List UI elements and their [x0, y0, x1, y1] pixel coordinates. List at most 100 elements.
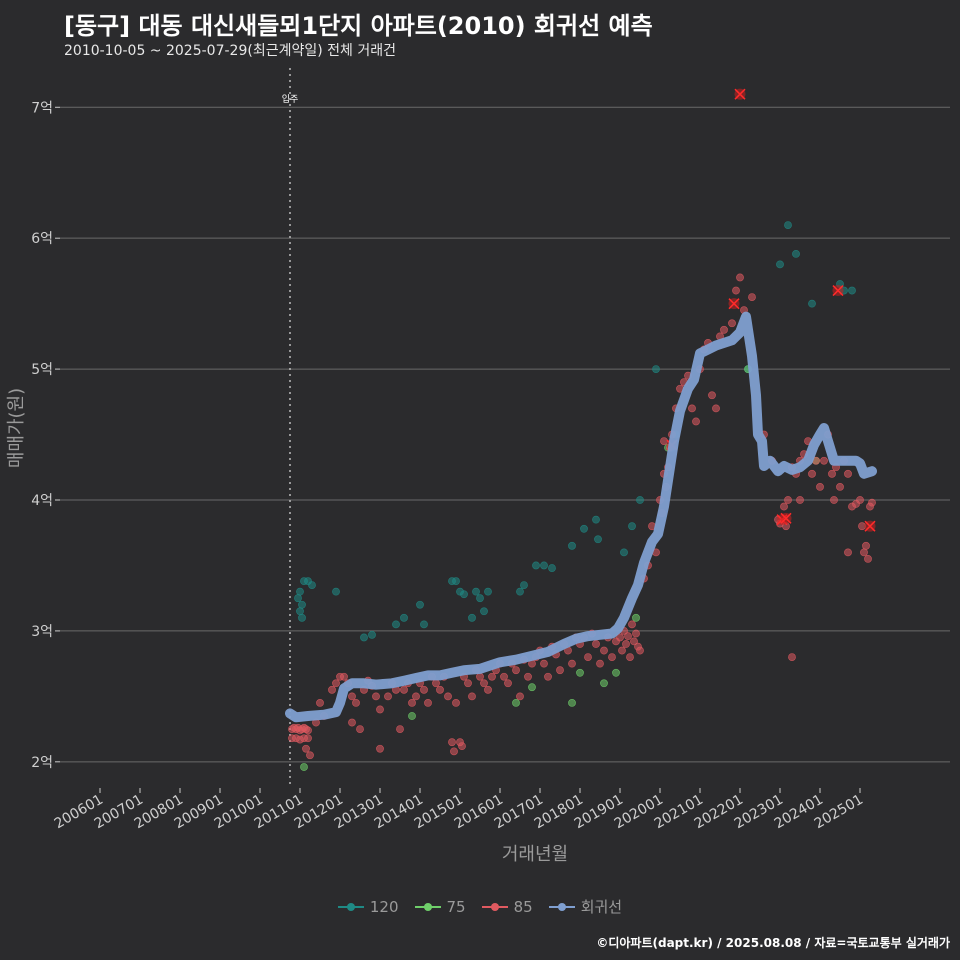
data-point-85[interactable] [384, 692, 392, 701]
data-point-120[interactable] [620, 548, 628, 557]
data-point-120[interactable] [416, 600, 424, 609]
data-point-85[interactable] [660, 437, 668, 445]
data-point-75[interactable] [408, 712, 416, 720]
data-point-75[interactable] [600, 679, 608, 688]
data-point-120[interactable] [520, 581, 528, 589]
data-point-120[interactable] [652, 365, 660, 373]
data-point-85[interactable] [720, 325, 728, 334]
data-point-85[interactable] [732, 286, 740, 295]
data-point-120[interactable] [484, 587, 492, 596]
data-point-85[interactable] [376, 744, 384, 753]
data-point-85[interactable] [400, 685, 408, 694]
data-point-120[interactable] [296, 607, 304, 616]
data-point-85[interactable] [348, 692, 356, 701]
data-point-75[interactable] [632, 613, 640, 622]
data-point-85[interactable] [544, 672, 552, 681]
legend-item-regression[interactable]: 회귀선 [548, 896, 622, 917]
data-point-120[interactable] [298, 613, 306, 622]
data-point-120[interactable] [776, 260, 784, 269]
data-point-85[interactable] [484, 685, 492, 694]
data-point-85[interactable] [816, 483, 824, 491]
data-point-85[interactable] [868, 498, 876, 507]
data-point-85[interactable] [844, 469, 852, 478]
legend-item-120[interactable]: 120 [337, 898, 399, 916]
data-point-85[interactable] [636, 646, 644, 655]
data-point-85[interactable] [302, 744, 310, 753]
data-point-85[interactable] [592, 640, 600, 648]
data-point-85[interactable] [412, 692, 420, 701]
data-point-120[interactable] [332, 587, 340, 596]
data-point-85[interactable] [396, 725, 404, 733]
data-point-120[interactable] [360, 633, 368, 642]
data-point-85[interactable] [836, 483, 844, 491]
data-point-85[interactable] [622, 640, 630, 648]
data-point-120[interactable] [472, 587, 480, 596]
data-point-85[interactable] [316, 699, 324, 707]
data-point-75[interactable] [576, 668, 584, 677]
data-point-120[interactable] [392, 620, 400, 629]
data-point-85[interactable] [596, 659, 604, 668]
data-point-120[interactable] [476, 594, 484, 603]
data-point-120[interactable] [592, 515, 600, 524]
data-point-85[interactable] [608, 653, 616, 661]
data-point-120[interactable] [294, 594, 302, 603]
data-point-85[interactable] [808, 469, 816, 478]
data-point-85[interactable] [624, 632, 632, 641]
legend-item-75[interactable]: 75 [414, 898, 466, 916]
data-point-120[interactable] [420, 620, 428, 629]
data-point-120[interactable] [480, 607, 488, 616]
legend-item-85[interactable]: 85 [481, 898, 533, 916]
data-point-85[interactable] [458, 742, 466, 751]
data-point-85[interactable] [304, 726, 312, 735]
data-point-120[interactable] [540, 561, 548, 570]
data-point-85[interactable] [450, 747, 458, 756]
data-point-85[interactable] [476, 672, 484, 681]
data-point-85[interactable] [444, 692, 452, 701]
data-point-85[interactable] [712, 404, 720, 413]
data-point-85[interactable] [408, 699, 416, 707]
data-point-120[interactable] [808, 299, 816, 308]
data-point-85[interactable] [524, 672, 532, 681]
data-point-85[interactable] [708, 391, 716, 400]
data-point-120[interactable] [400, 613, 408, 622]
data-point-120[interactable] [460, 590, 468, 599]
data-point-85[interactable] [452, 699, 460, 707]
data-point-85[interactable] [468, 692, 476, 701]
data-point-85[interactable] [584, 653, 592, 661]
data-point-120[interactable] [628, 522, 636, 531]
data-point-85[interactable] [862, 541, 870, 550]
data-point-85[interactable] [860, 548, 868, 557]
data-point-120[interactable] [532, 561, 540, 570]
data-point-120[interactable] [568, 541, 576, 550]
data-point-85[interactable] [420, 685, 428, 694]
data-point-85[interactable] [306, 751, 314, 760]
data-point-85[interactable] [844, 548, 852, 557]
data-point-85[interactable] [516, 692, 524, 701]
data-point-85[interactable] [600, 646, 608, 655]
data-point-85[interactable] [500, 672, 508, 681]
data-point-85[interactable] [688, 404, 696, 413]
data-point-85[interactable] [616, 633, 624, 642]
data-point-85[interactable] [748, 293, 756, 301]
data-point-120[interactable] [298, 600, 306, 609]
data-point-85[interactable] [632, 629, 640, 638]
data-point-120[interactable] [516, 587, 524, 596]
regression-line[interactable] [285, 311, 877, 723]
data-point-120[interactable] [308, 581, 316, 589]
data-point-85[interactable] [488, 672, 496, 681]
data-point-85[interactable] [356, 725, 364, 733]
data-point-85[interactable] [432, 679, 440, 688]
data-point-85[interactable] [830, 496, 838, 504]
data-point-85[interactable] [332, 679, 340, 688]
data-point-85[interactable] [512, 666, 520, 675]
data-point-85[interactable] [448, 738, 456, 747]
data-point-85[interactable] [630, 637, 638, 646]
data-point-85[interactable] [304, 734, 312, 743]
data-point-85[interactable] [788, 653, 796, 661]
data-point-75[interactable] [568, 699, 576, 707]
data-point-75[interactable] [300, 763, 308, 771]
data-point-85[interactable] [856, 496, 864, 504]
data-point-85[interactable] [820, 456, 828, 465]
data-point-85[interactable] [780, 502, 788, 511]
data-point-85[interactable] [628, 620, 636, 629]
